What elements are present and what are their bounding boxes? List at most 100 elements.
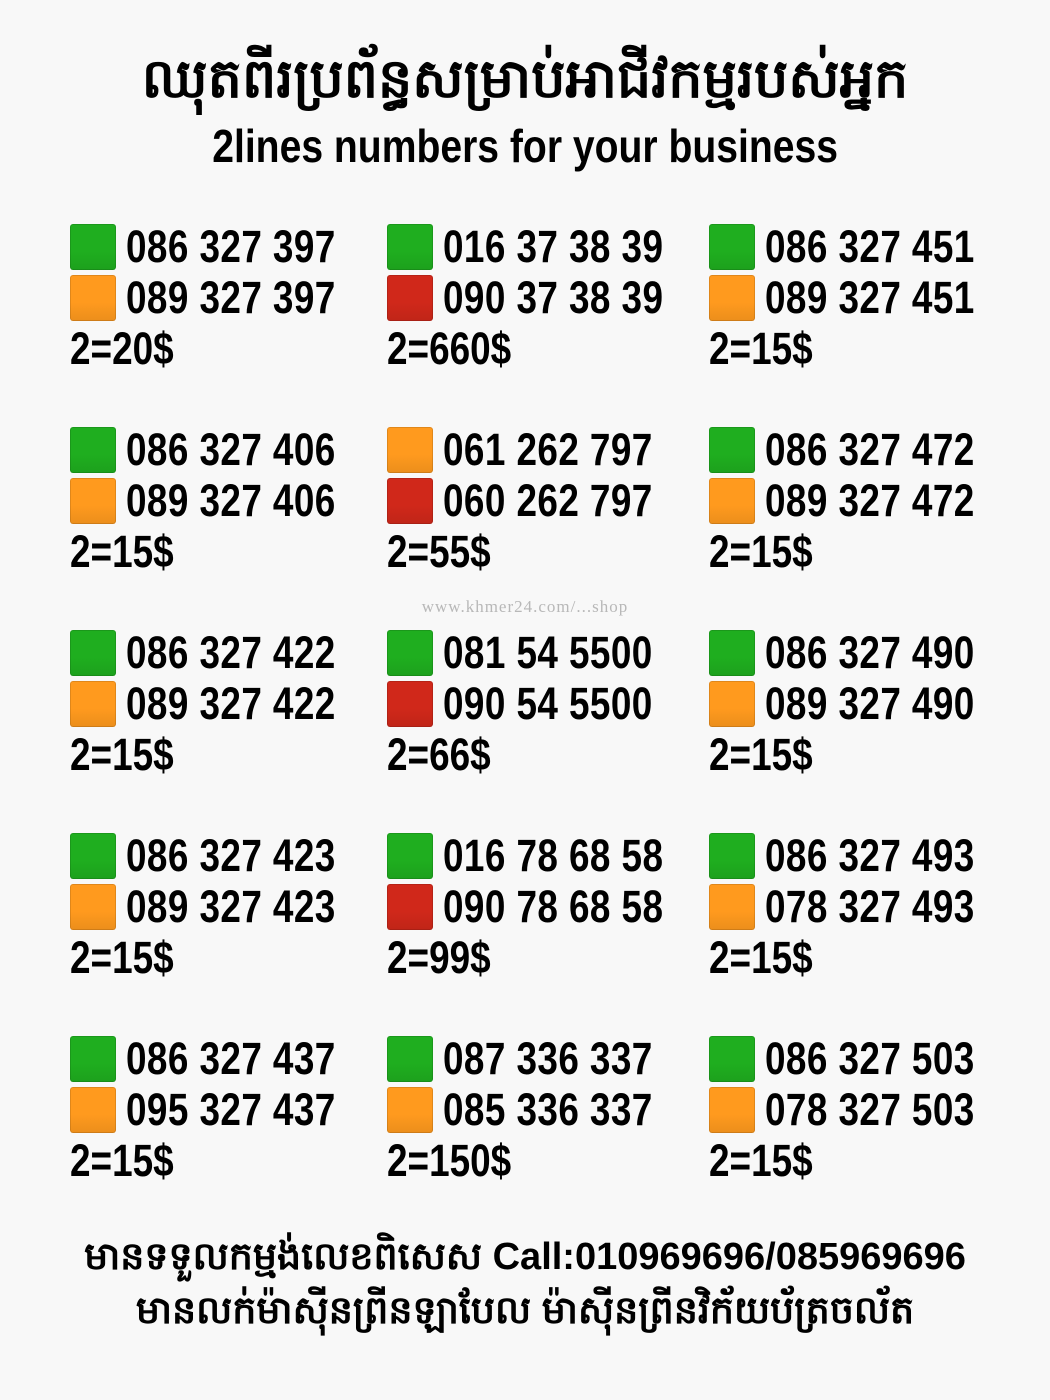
orange-square-icon <box>709 884 755 930</box>
green-square-icon <box>709 630 755 676</box>
price: 2=15$ <box>70 526 174 577</box>
phone-line: 060 262 797 <box>387 475 699 526</box>
phone-number: 089 327 490 <box>765 678 975 729</box>
green-square-icon <box>70 833 116 879</box>
phone-line: 089 327 422 <box>70 678 382 729</box>
price: 2=15$ <box>709 526 813 577</box>
green-square-icon <box>387 833 433 879</box>
phone-line: 089 327 406 <box>70 475 382 526</box>
green-square-icon <box>70 427 116 473</box>
price: 2=99$ <box>387 932 491 983</box>
phone-number: 086 327 490 <box>765 627 975 678</box>
green-square-icon <box>709 224 755 270</box>
orange-square-icon <box>70 478 116 524</box>
number-offer: 086 327 406 089 327 406 2=15$ <box>70 424 390 585</box>
orange-square-icon <box>70 681 116 727</box>
phone-number: 090 37 38 39 <box>443 272 664 323</box>
phone-line: 086 327 493 <box>709 830 1021 881</box>
price: 2=15$ <box>70 1135 174 1186</box>
green-square-icon <box>709 833 755 879</box>
price: 2=150$ <box>387 1135 512 1186</box>
phone-number: 086 327 406 <box>126 424 336 475</box>
phone-number: 089 327 451 <box>765 272 975 323</box>
phone-number: 089 327 423 <box>126 881 336 932</box>
phone-line: 089 327 451 <box>709 272 1021 323</box>
red-square-icon <box>387 275 433 321</box>
price: 2=15$ <box>709 1135 813 1186</box>
price: 2=15$ <box>709 729 813 780</box>
phone-number: 081 54 5500 <box>443 627 653 678</box>
phone-number: 016 37 38 39 <box>443 221 664 272</box>
phone-number: 086 327 472 <box>765 424 975 475</box>
price: 2=15$ <box>709 323 813 374</box>
title-khmer: ឈុតពីរប្រព័ន្ធសម្រាប់អាជីវកម្មរបស់អ្នក <box>141 49 909 109</box>
price: 2=660$ <box>387 323 512 374</box>
orange-square-icon <box>387 1087 433 1133</box>
phone-line: 090 37 38 39 <box>387 272 712 323</box>
green-square-icon <box>70 1036 116 1082</box>
phone-number: 016 78 68 58 <box>443 830 664 881</box>
phone-number: 089 327 472 <box>765 475 975 526</box>
phone-line: 086 327 422 <box>70 627 382 678</box>
red-square-icon <box>387 884 433 930</box>
phone-number: 061 262 797 <box>443 424 653 475</box>
orange-square-icon <box>709 1087 755 1133</box>
phone-number: 078 327 503 <box>765 1084 975 1135</box>
phone-number: 086 327 397 <box>126 221 336 272</box>
phone-number: 089 327 397 <box>126 272 336 323</box>
phone-line: 089 327 423 <box>70 881 382 932</box>
phone-number: 060 262 797 <box>443 475 653 526</box>
phone-line: 090 54 5500 <box>387 678 699 729</box>
phone-line: 086 327 503 <box>709 1033 1021 1084</box>
phone-line: 087 336 337 <box>387 1033 699 1084</box>
phone-line: 086 327 406 <box>70 424 382 475</box>
phone-line: 016 37 38 39 <box>387 221 712 272</box>
title-english: 2lines numbers for your business <box>0 120 1050 172</box>
number-offer: 081 54 5500 090 54 5500 2=66$ <box>387 627 707 788</box>
number-offer: 086 327 451 089 327 451 2=15$ <box>709 221 1029 382</box>
green-square-icon <box>387 630 433 676</box>
phone-line: 078 327 503 <box>709 1084 1021 1135</box>
phone-line: 078 327 493 <box>709 881 1021 932</box>
orange-square-icon <box>387 427 433 473</box>
orange-square-icon <box>70 275 116 321</box>
phone-number: 086 327 437 <box>126 1033 336 1084</box>
orange-square-icon <box>709 681 755 727</box>
price: 2=15$ <box>709 932 813 983</box>
phone-line: 089 327 397 <box>70 272 382 323</box>
number-offer: 086 327 422 089 327 422 2=15$ <box>70 627 390 788</box>
number-offer: 086 327 503 078 327 503 2=15$ <box>709 1033 1029 1194</box>
phone-number: 086 327 423 <box>126 830 336 881</box>
phone-number: 086 327 493 <box>765 830 975 881</box>
phone-number: 086 327 422 <box>126 627 336 678</box>
number-offer: 086 327 437 095 327 437 2=15$ <box>70 1033 390 1194</box>
green-square-icon <box>709 427 755 473</box>
number-offer: 087 336 337 085 336 337 2=150$ <box>387 1033 707 1194</box>
phone-number: 090 78 68 58 <box>443 881 664 932</box>
green-square-icon <box>387 224 433 270</box>
phone-number: 090 54 5500 <box>443 678 653 729</box>
green-square-icon <box>709 1036 755 1082</box>
green-square-icon <box>387 1036 433 1082</box>
phone-number: 078 327 493 <box>765 881 975 932</box>
phone-line: 085 336 337 <box>387 1084 699 1135</box>
orange-square-icon <box>709 275 755 321</box>
phone-line: 090 78 68 58 <box>387 881 712 932</box>
number-offer: 016 78 68 58 090 78 68 58 2=99$ <box>387 830 707 991</box>
green-square-icon <box>70 630 116 676</box>
number-offer: 086 327 397 089 327 397 2=20$ <box>70 221 390 382</box>
phone-number: 085 336 337 <box>443 1084 653 1135</box>
phone-line: 061 262 797 <box>387 424 699 475</box>
phone-number: 095 327 437 <box>126 1084 336 1135</box>
phone-line: 089 327 490 <box>709 678 1021 729</box>
price: 2=15$ <box>70 729 174 780</box>
footer-contact-line: មានទទួលកម្មង់លេខពិសេស Call:010969696/085… <box>84 1236 966 1278</box>
price: 2=66$ <box>387 729 491 780</box>
number-offer: 086 327 423 089 327 423 2=15$ <box>70 830 390 991</box>
orange-square-icon <box>70 884 116 930</box>
price: 2=20$ <box>70 323 174 374</box>
price: 2=15$ <box>70 932 174 983</box>
phone-line: 081 54 5500 <box>387 627 699 678</box>
orange-square-icon <box>709 478 755 524</box>
green-square-icon <box>70 224 116 270</box>
